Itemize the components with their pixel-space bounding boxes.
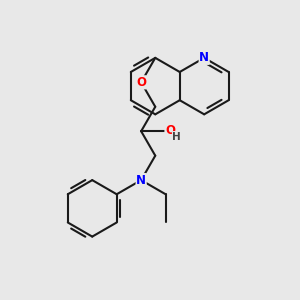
Text: H: H bbox=[172, 132, 181, 142]
Text: N: N bbox=[199, 51, 209, 64]
Text: O: O bbox=[165, 124, 175, 137]
Text: N: N bbox=[136, 174, 146, 187]
Text: O: O bbox=[136, 76, 146, 89]
